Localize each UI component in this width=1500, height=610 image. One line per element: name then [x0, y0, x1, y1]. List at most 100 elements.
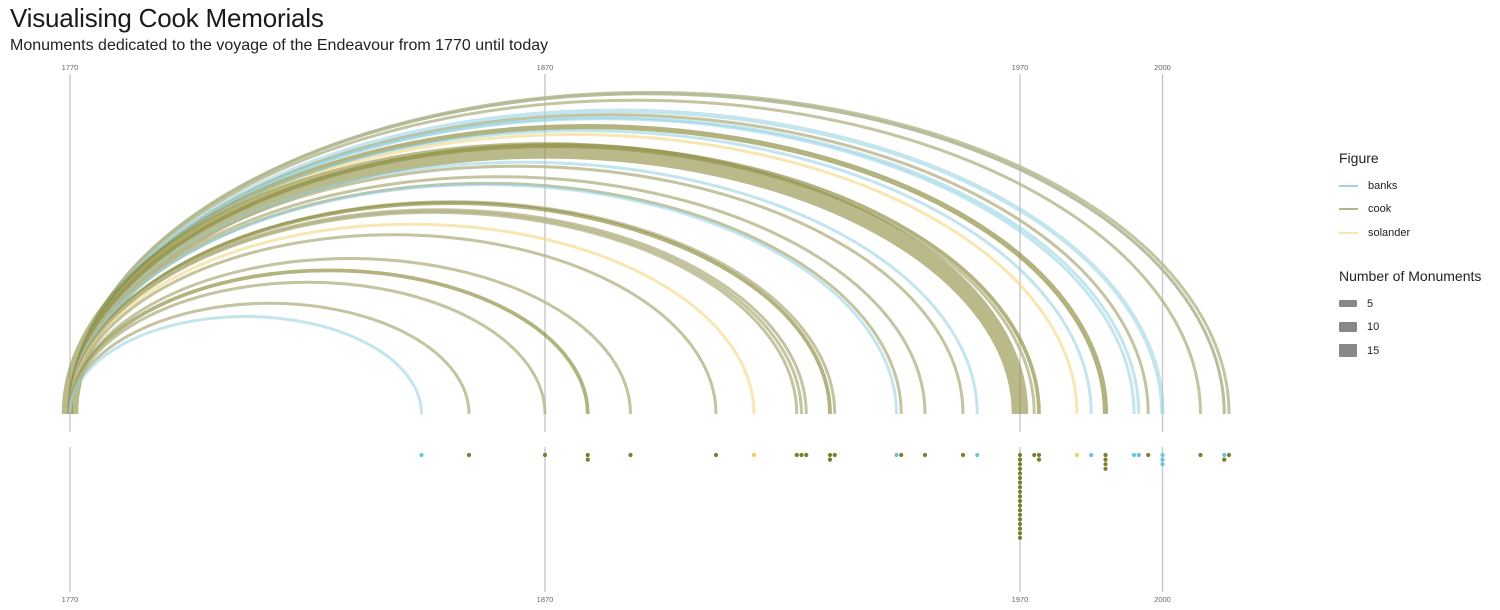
dot-solander-1982 — [1074, 452, 1080, 458]
dot-cook-1970 — [1017, 485, 1023, 490]
dot-cook-1973 — [1032, 452, 1037, 458]
tick-label-bottom-1870: 1870 — [537, 595, 554, 604]
legend-size-item-10: 10 — [1339, 316, 1481, 340]
dot-cook-1925 — [804, 452, 809, 458]
dot-cook-1923 — [794, 452, 799, 458]
tick-label-top-1770: 1770 — [62, 63, 79, 72]
dot-cook-1974 — [1036, 457, 1042, 462]
dot-cook-1945 — [899, 452, 904, 458]
dot-cook-1970 — [1017, 526, 1023, 531]
dot-cook-1879 — [585, 452, 590, 458]
dot-banks-1961 — [975, 452, 980, 458]
dot-cook-1924 — [799, 452, 804, 458]
tick-label-top-2000: 2000 — [1154, 63, 1171, 72]
legend-swatch-solander — [1339, 231, 1358, 234]
legend-size-box-15 — [1339, 344, 1357, 358]
legend-swatch-cook — [1339, 208, 1358, 211]
arc-cook-1888 — [68, 256, 632, 415]
dot-cook-1970 — [1017, 471, 1023, 476]
arc-banks-1995 — [68, 115, 1141, 415]
dot-cook-1970 — [1017, 531, 1023, 536]
legend-size: Number of Monuments 5 10 15 — [1339, 268, 1481, 363]
dot-banks-1944 — [894, 452, 899, 458]
dot-cook-1970 — [1017, 452, 1023, 458]
dot-cook-1970 — [1017, 466, 1023, 471]
arc-banks-1944 — [68, 183, 898, 415]
legend-figure: Figure banks cook solander — [1339, 150, 1410, 245]
dot-cook-1970 — [1017, 512, 1023, 517]
dot-solander-1914 — [751, 452, 757, 458]
tick-label-bottom-1770: 1770 — [62, 595, 79, 604]
arc-cook-1870 — [68, 280, 547, 415]
dot-cook-1930 — [827, 457, 833, 462]
dot-cook-1970 — [1017, 489, 1023, 494]
legend-size-label-10: 10 — [1367, 321, 1380, 334]
legend-item-cook: cook — [1339, 198, 1410, 222]
dot-cook-2013 — [1222, 457, 1227, 462]
legend-label-solander: solander — [1368, 226, 1411, 239]
dot-cook-1950 — [922, 452, 928, 458]
dot-layer — [419, 452, 1232, 540]
dot-banks-2000 — [1160, 457, 1165, 462]
dot-cook-1958 — [960, 452, 966, 458]
dot-cook-1970 — [1017, 535, 1023, 540]
legend-size-title: Number of Monuments — [1339, 268, 1482, 284]
legend-size-label-15: 15 — [1367, 344, 1380, 357]
legend-size-item-5: 5 — [1339, 292, 1481, 316]
legend-label-cook: cook — [1368, 203, 1392, 216]
chart-title: Visualising Cook Memorials — [10, 3, 324, 33]
legend-figure-title: Figure — [1339, 150, 1379, 166]
arc-cook-1906 — [68, 233, 718, 415]
dot-cook-1879 — [585, 457, 590, 462]
dot-cook-1930 — [827, 452, 833, 458]
dot-cook-2014 — [1226, 452, 1232, 458]
dot-cook-2008 — [1198, 452, 1203, 458]
arc-solander-1914 — [68, 222, 756, 415]
arc-cook-1970 — [61, 142, 1029, 415]
dot-banks-1985 — [1089, 452, 1094, 458]
dot-banks-2000 — [1160, 462, 1165, 467]
dot-cook-1931 — [832, 452, 837, 458]
dot-banks-2000 — [1160, 452, 1165, 458]
dot-cook-1970 — [1017, 517, 1023, 522]
dot-cook-1988 — [1103, 452, 1108, 458]
arc-banks-1844 — [68, 314, 423, 415]
dot-banks-1994 — [1131, 452, 1137, 458]
arc-cook-1854 — [68, 301, 471, 415]
tick-label-bottom-1970: 1970 — [1012, 595, 1029, 604]
tick-label-bottom-2000: 2000 — [1154, 595, 1171, 604]
dot-cook-1888 — [628, 452, 633, 458]
tick-label-top-1970: 1970 — [1012, 63, 1029, 72]
dot-cook-1870 — [542, 452, 548, 458]
dot-cook-1988 — [1103, 466, 1108, 471]
legend-size-box-5 — [1339, 300, 1357, 308]
dot-banks-2013 — [1222, 452, 1227, 458]
arc-cook-1958 — [68, 164, 965, 415]
dot-cook-1854 — [466, 452, 472, 458]
dot-cook-1970 — [1017, 521, 1023, 527]
legend-size-label-5: 5 — [1367, 297, 1374, 310]
dot-cook-1970 — [1017, 475, 1023, 481]
dot-cook-1988 — [1103, 462, 1108, 467]
dot-cook-1970 — [1017, 503, 1023, 508]
dot-cook-1997 — [1146, 452, 1151, 458]
axis-bottom: 1770 1870 1970 2000 — [62, 447, 1171, 604]
legend-size-item-15: 15 — [1339, 339, 1481, 363]
dot-banks-1844 — [419, 452, 424, 458]
tick-label-top-1870: 1870 — [537, 63, 554, 72]
dot-cook-1970 — [1017, 494, 1023, 499]
legend-label-banks: banks — [1368, 179, 1398, 192]
arc-cook-1923 — [68, 210, 799, 415]
legend-swatch-banks — [1339, 184, 1358, 187]
dot-cook-1970 — [1017, 480, 1023, 485]
dot-cook-1988 — [1103, 457, 1108, 462]
legend-item-solander: solander — [1339, 221, 1410, 245]
legend-size-box-10 — [1339, 322, 1357, 333]
arc-layer — [61, 90, 1231, 415]
dot-cook-1974 — [1036, 452, 1042, 458]
dot-cook-1970 — [1017, 508, 1023, 513]
dot-cook-1970 — [1017, 498, 1023, 504]
dot-banks-1995 — [1136, 452, 1141, 458]
dot-cook-1970 — [1017, 457, 1023, 462]
